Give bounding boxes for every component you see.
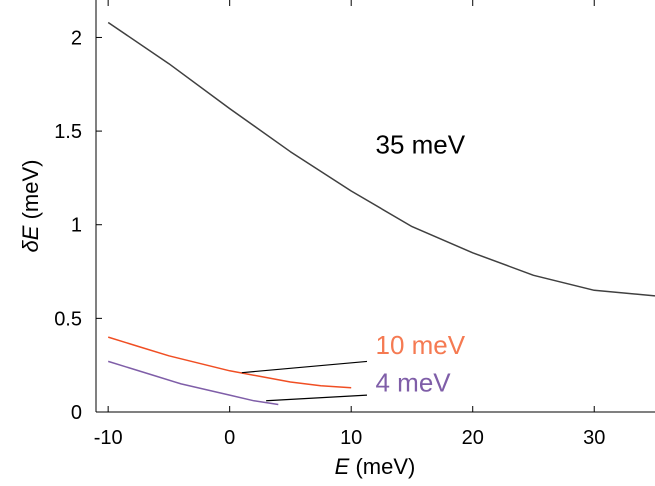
y-axis-label-symbol: δE <box>18 225 43 252</box>
series-line-3 <box>107 360 279 406</box>
annotation-label-3: 4 meV <box>376 367 452 397</box>
leader-line <box>241 360 368 374</box>
x-tick-label: -10 <box>94 427 123 449</box>
plot-area <box>95 0 655 413</box>
series-line-1 <box>107 21 655 297</box>
y-axis-label-unit: (meV) <box>18 160 43 226</box>
y-tick-label: 1.5 <box>54 121 82 143</box>
leader-lines <box>241 360 368 402</box>
y-tick-label: 1 <box>71 215 82 237</box>
annotation-label-2: 10 meV <box>376 330 466 360</box>
x-axis-ticks: -10 0 10 20 30 <box>94 0 605 449</box>
x-axis-label-symbol: E <box>335 454 350 479</box>
series-layer <box>107 21 655 406</box>
y-axis-label: δE (meV) <box>18 160 43 253</box>
x-axis-label: E (meV) <box>335 454 416 479</box>
leader-line <box>266 394 368 402</box>
x-tick-label: 10 <box>340 427 362 449</box>
annotation-label-1: 35 meV <box>376 130 466 160</box>
y-tick-label: 2 <box>71 27 82 49</box>
y-tick-label: 0.5 <box>54 308 82 330</box>
x-axis-label-unit: (meV) <box>349 454 415 479</box>
x-tick-label: 30 <box>583 427 605 449</box>
x-tick-label: 0 <box>224 427 235 449</box>
y-axis-ticks: 0 0.5 1 1.5 2 <box>54 27 102 424</box>
y-tick-label: 0 <box>71 402 82 424</box>
series-line-2 <box>107 336 352 389</box>
x-tick-label: 20 <box>462 427 484 449</box>
annotations: 35 meV 10 meV 4 meV <box>376 130 466 398</box>
